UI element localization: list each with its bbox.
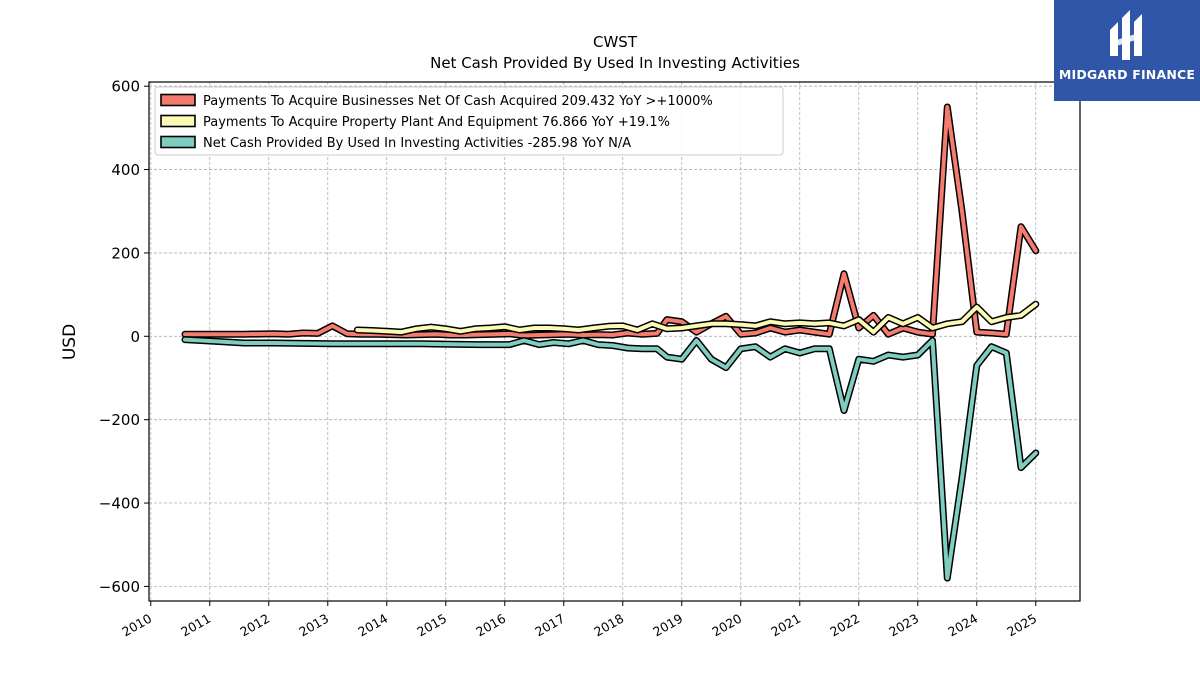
x-tick-label: 2015	[414, 611, 449, 640]
chart-title: CWST	[593, 33, 638, 51]
x-tick-label: 2023	[886, 611, 921, 640]
series-line-3	[183, 337, 1038, 581]
legend-box	[154, 86, 784, 156]
legend-label-3: Net Cash Provided By Used In Investing A…	[203, 136, 631, 151]
series-line-2	[355, 302, 1038, 335]
chart-subtitle: Net Cash Provided By Used In Investing A…	[430, 54, 800, 72]
x-tick-label: 2025	[1004, 611, 1039, 640]
y-tick-label: −400	[99, 495, 140, 513]
x-tick-label: 2014	[355, 611, 390, 640]
brand-logo: MIDGARD FINANCE	[1054, 0, 1200, 101]
y-tick-label: 0	[130, 328, 140, 346]
series-layer	[181, 103, 1040, 582]
legend-swatch-3	[160, 135, 196, 149]
grid-lines	[149, 82, 1080, 601]
legend: Payments To Acquire Businesses Net Of Ca…	[154, 86, 784, 156]
x-tick-label: 2011	[178, 611, 213, 640]
legend-label-1: Payments To Acquire Businesses Net Of Ca…	[203, 94, 713, 109]
x-axis: 2010 2011 2012 2013 2014 2015 2016 2017 2018 2019…	[119, 601, 1039, 640]
plot-frame	[148, 81, 1081, 602]
x-tick-label: 2010	[119, 611, 154, 640]
y-axis-label: USD	[60, 324, 80, 360]
x-tick-label: 2021	[768, 611, 803, 640]
series-line-1	[183, 105, 1038, 338]
y-tick-label: −200	[99, 411, 140, 429]
x-tick-label: 2020	[709, 611, 744, 640]
x-tick-label: 2017	[532, 611, 567, 640]
x-tick-label: 2012	[237, 611, 272, 640]
x-tick-label: 2024	[945, 611, 980, 640]
legend-label-2: Payments To Acquire Property Plant And E…	[203, 115, 670, 130]
x-tick-label: 2022	[827, 611, 862, 640]
y-tick-label: −600	[99, 578, 140, 596]
y-axis: −600 −400 −200 0 200 400 600	[99, 78, 149, 596]
x-tick-label: 2016	[473, 611, 508, 640]
legend-swatch-1	[160, 93, 196, 107]
y-tick-label: 200	[111, 244, 140, 262]
midgard-logo-icon	[1110, 10, 1142, 60]
series-outline-3	[181, 336, 1040, 582]
brand-name: MIDGARD FINANCE	[1058, 67, 1196, 82]
legend-swatch-2	[160, 114, 196, 128]
x-tick-label: 2019	[650, 611, 685, 640]
y-tick-label: 600	[111, 78, 140, 96]
x-tick-label: 2013	[296, 611, 331, 640]
x-tick-label: 2018	[591, 611, 626, 640]
y-tick-label: 400	[111, 161, 140, 179]
